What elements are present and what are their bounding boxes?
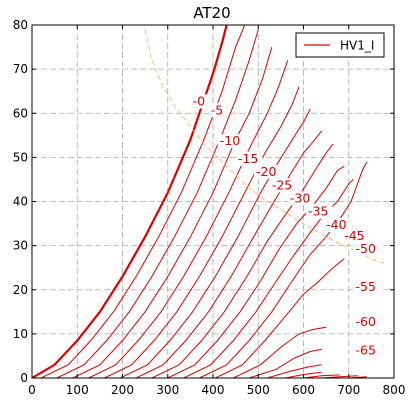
curve-label-bg xyxy=(190,94,210,109)
curve-label: -30 xyxy=(290,191,310,206)
plate-curve xyxy=(215,258,345,378)
legend: HV1_I xyxy=(295,32,385,58)
x-tick-label: 600 xyxy=(292,383,315,397)
curve-label-bg xyxy=(353,242,381,257)
curve-label: -15 xyxy=(238,151,258,166)
plate-curve xyxy=(233,326,327,378)
plate-curve xyxy=(151,143,334,378)
curve-label-bg xyxy=(208,103,228,118)
y-tick-label: 20 xyxy=(13,283,28,297)
curve-label: -55 xyxy=(356,279,376,294)
x-tick-label: 700 xyxy=(337,383,360,397)
curve-label: -0 xyxy=(193,93,206,108)
plate-curve xyxy=(40,25,246,378)
plate-curve xyxy=(199,161,368,378)
y-tick-label: 40 xyxy=(13,195,28,209)
plate-curve xyxy=(267,364,322,378)
curve-label: -40 xyxy=(326,217,346,232)
curve-label: -65 xyxy=(356,343,376,358)
grid xyxy=(32,25,394,378)
y-tick-label: 30 xyxy=(13,239,28,253)
curve-label-bg xyxy=(217,134,245,149)
plate-curve xyxy=(249,348,322,378)
curve-labels: -0 -5 -10 -15-20-25-30-35-40-45-50 -55 -60 -65 xyxy=(190,93,381,358)
legend-label: HV1_I xyxy=(340,39,374,53)
chart-title: AT20 xyxy=(193,4,230,22)
y-tick-label: 0 xyxy=(20,371,28,385)
x-tick-label: 300 xyxy=(156,383,179,397)
curve-label-bg xyxy=(353,315,381,330)
plate-curve xyxy=(104,86,300,378)
curve-label: -10 xyxy=(220,133,240,148)
curve-label: -50 xyxy=(356,241,376,256)
curve-label: -45 xyxy=(344,228,364,243)
y-tick-label: 70 xyxy=(13,62,28,76)
plate-curve xyxy=(167,165,345,378)
y-tick-label: 80 xyxy=(13,18,28,32)
plate-curve xyxy=(32,25,228,378)
curve-label-bg xyxy=(353,279,381,294)
plate-curve xyxy=(135,130,322,378)
curve-label-bg xyxy=(342,229,369,244)
curve-label-bg xyxy=(253,165,281,180)
curve-label: -60 xyxy=(356,314,376,329)
x-tick-label: 0 xyxy=(28,383,36,397)
load-line-path xyxy=(144,29,386,264)
x-tick-label: 800 xyxy=(383,383,406,397)
curve-label-bg xyxy=(269,178,297,193)
plate-curves xyxy=(32,25,368,378)
x-tick-label: 500 xyxy=(247,383,270,397)
curve-label: -20 xyxy=(256,164,276,179)
plate-curve xyxy=(183,179,354,378)
plate-curve xyxy=(303,374,340,378)
curve-label-bg xyxy=(287,191,315,206)
load-line xyxy=(144,29,386,264)
x-tick-label: 200 xyxy=(111,383,134,397)
plate-curve xyxy=(119,108,311,378)
curve-label-bg xyxy=(324,217,351,232)
plate-curve xyxy=(88,60,289,378)
y-tick-label: 50 xyxy=(13,150,28,164)
curve-label: -25 xyxy=(272,177,292,192)
curve-label-bg xyxy=(353,343,381,358)
x-tick-label: 100 xyxy=(66,383,89,397)
y-tick-label: 10 xyxy=(13,327,28,341)
curve-label: -35 xyxy=(308,204,328,219)
plate-curve xyxy=(56,29,259,378)
curve-label: -5 xyxy=(211,102,223,117)
curve-label-bg xyxy=(235,151,263,166)
plate-curve xyxy=(72,46,273,378)
y-tick-label: 60 xyxy=(13,106,28,120)
curve-label-bg xyxy=(306,204,333,219)
x-tick-label: 400 xyxy=(202,383,225,397)
axis-ticks: 0 100 200 300 400 500 600 700 800 0 10 20 30 40 50 60 70… xyxy=(13,18,406,397)
